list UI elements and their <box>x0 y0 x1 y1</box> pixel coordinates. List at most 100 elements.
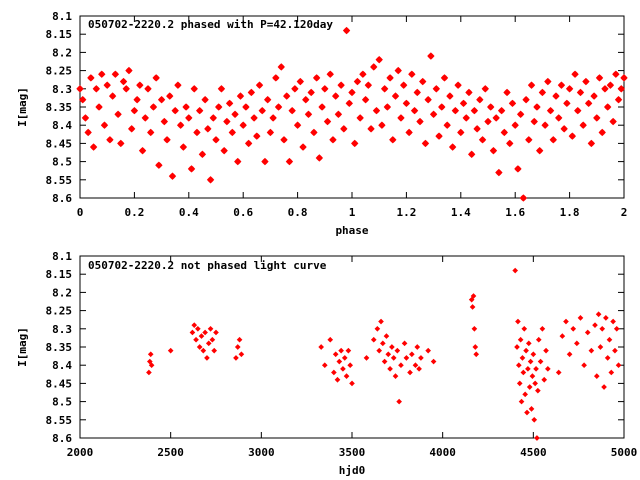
phased-data-point <box>288 106 296 115</box>
phased-data-point <box>457 128 465 137</box>
phased-data-point <box>601 85 609 93</box>
light-curve-y-tick-label: 8.3 <box>52 323 72 336</box>
phased-data-point <box>280 136 288 144</box>
phased-data-point <box>495 168 503 177</box>
light-curve-data-point <box>523 347 529 354</box>
phased-x-tick-label: 1.4 <box>451 206 471 219</box>
phased-data-point <box>571 70 579 78</box>
phased-data-point <box>138 147 147 155</box>
light-curve-points <box>146 267 622 441</box>
phased-data-point <box>204 125 212 133</box>
light-curve-data-point <box>347 362 354 369</box>
light-curve-x-tick-label: 3000 <box>248 446 275 459</box>
light-curve-data-point <box>570 325 577 332</box>
light-curve-data-point <box>528 406 535 412</box>
light-curve-data-point <box>535 336 542 343</box>
phased-data-point <box>332 92 340 100</box>
phased-data-point <box>353 77 362 86</box>
light-curve-data-point <box>606 336 613 343</box>
light-curve-y-tick-label: 8.2 <box>52 286 72 299</box>
phased-data-point <box>544 77 552 86</box>
phased-y-tick-label: 8.45 <box>46 137 73 150</box>
phased-data-point <box>201 96 209 104</box>
phased-data-point <box>394 66 402 75</box>
light-curve-data-point <box>409 351 415 358</box>
phased-data-point <box>160 117 168 126</box>
phased-data-point <box>617 85 625 93</box>
phased-data-point <box>95 103 103 111</box>
light-curve-data-point <box>383 333 390 339</box>
phased-data-point <box>511 121 519 129</box>
phased-data-point <box>103 81 111 89</box>
light-curve-data-point <box>189 329 196 336</box>
light-curve-data-point <box>613 325 620 332</box>
phased-data-point <box>272 74 280 82</box>
light-curve-data-point <box>512 267 519 274</box>
phased-data-point <box>538 88 547 97</box>
light-curve-data-point <box>559 333 566 339</box>
light-curve-data-point <box>518 398 525 405</box>
light-curve-data-point <box>196 344 203 350</box>
phased-y-tick-label: 8.5 <box>52 156 72 169</box>
phased-data-point <box>604 103 612 111</box>
light-curve-y-tick-label: 8.6 <box>52 432 72 445</box>
light-curve-data-point <box>341 355 348 361</box>
phased-data-point <box>413 88 421 97</box>
light-curve-data-point <box>574 340 580 347</box>
light-curve-data-point <box>418 355 424 361</box>
light-curve-data-point <box>380 340 386 347</box>
phased-data-point <box>582 77 590 86</box>
light-curve-data-point <box>516 362 522 369</box>
phased-y-tick-label: 8.55 <box>46 174 73 187</box>
phased-data-point <box>386 74 394 82</box>
phased-data-point <box>163 136 171 144</box>
light-curve-data-point <box>146 358 153 365</box>
phased-data-point <box>269 114 277 122</box>
phased-data-point <box>122 85 130 93</box>
light-curve-data-point <box>200 347 207 354</box>
light-curve-data-point <box>349 380 355 387</box>
phased-data-point <box>443 121 451 129</box>
light-curve-data-point <box>521 325 528 332</box>
phased-x-axis-label: phase <box>335 224 368 237</box>
phased-y-tick-label: 8.6 <box>52 192 72 205</box>
phased-data-point <box>174 81 182 89</box>
light-curve-data-point <box>148 362 155 369</box>
phased-data-point <box>530 117 538 126</box>
phased-data-point <box>579 121 587 129</box>
phased-x-tick-label: 1.2 <box>396 206 416 219</box>
phased-data-point <box>100 121 109 129</box>
phased-data-point <box>329 136 337 144</box>
light-curve-ticks: 2000 2500 3000 3500 4000 4500 5000 8.1 8.15 8.2 8.… <box>46 250 638 459</box>
phased-data-point <box>487 103 495 111</box>
phased-data-point <box>432 85 440 93</box>
phased-points <box>76 26 628 202</box>
phased-data-point <box>549 136 557 144</box>
light-curve-data-point <box>525 340 532 347</box>
light-curve-data-point <box>604 355 611 361</box>
phased-data-point <box>356 114 364 122</box>
phased-data-point <box>299 143 307 151</box>
light-curve-data-point <box>514 344 520 350</box>
phased-data-point <box>340 125 348 133</box>
phased-data-point <box>92 85 100 93</box>
phased-x-tick-label: 0.8 <box>288 206 308 219</box>
phased-data-point <box>185 114 193 122</box>
phased-data-point <box>410 106 419 115</box>
phased-data-point <box>108 92 117 100</box>
light-curve-data-point <box>389 344 395 350</box>
phased-data-point <box>209 114 217 122</box>
light-curve-data-point <box>535 387 541 394</box>
light-curve-data-point <box>599 325 606 332</box>
light-curve-data-point <box>202 329 208 336</box>
phased-data-point <box>503 88 511 97</box>
phased-y-tick-label: 8.2 <box>52 46 72 59</box>
phased-data-point <box>166 92 174 100</box>
phased-data-point <box>302 96 310 104</box>
phased-data-point <box>525 136 533 144</box>
phased-data-point <box>446 92 454 100</box>
phased-data-point <box>125 66 133 75</box>
light-curve-data-point <box>566 351 573 358</box>
phased-data-point <box>560 125 568 133</box>
